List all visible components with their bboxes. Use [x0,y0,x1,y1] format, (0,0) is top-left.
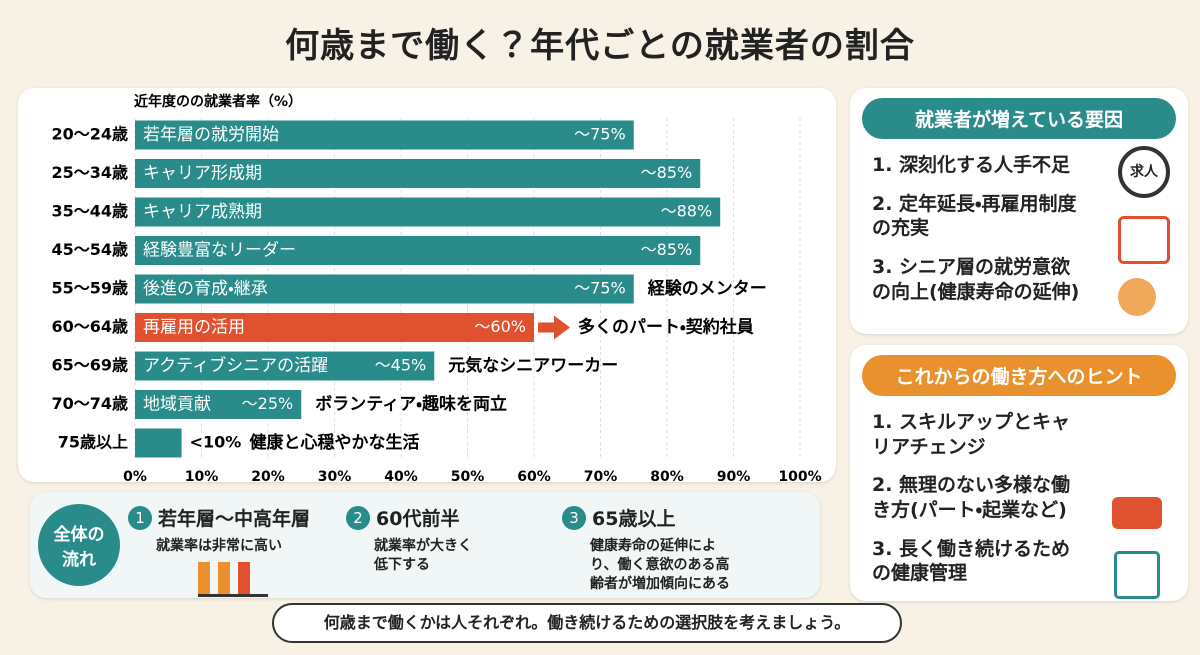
x-tick-label: 100% [778,469,821,482]
bar-label: アクティブシニアの活躍 [143,355,328,376]
factor-item: 2. 定年延長・再雇用制度の充実 [872,192,1077,240]
bar-label: キャリア形成期 [143,164,262,184]
x-tick-label: 50% [451,469,485,482]
x-tick-label: 0% [123,469,147,482]
step-title: 若年層～中高年層 [158,508,311,530]
flow-step: 3 65歳以上 健康寿命の延伸により、働く意欲のある高齢者が増加傾向にある [562,504,752,594]
bar [135,274,634,304]
value-label: ～85% [641,240,693,259]
flow-panel: 全体の 流れ 1 若年層～中高年層 就業率は非常に高い 2 60代前半 就業率が大き… [30,492,820,598]
factor-item: 3. シニア層の就労意欲の向上(健康寿命の延伸) [872,256,1080,303]
y-tick-label: 20～24歳 [51,125,128,144]
step-title: 60代前半 [376,508,460,530]
value-label: ～85% [641,163,693,182]
axis-label: 近年度のの就業者率（%） [134,93,302,110]
bar [135,428,182,458]
footer-note: 何歳まで働くかは人それぞれ。働き続けるための選択肢を考えましょう。 [272,603,902,643]
step-text: 健康寿命の延伸により、働く意欲のある高齢者が増加傾向にある [590,538,730,592]
annotation: 経験のメンター [647,278,767,299]
y-tick-label: 65～69歳 [51,356,128,375]
panel-title: これからの働き方へのヒント [862,355,1176,396]
x-tick-label: 70% [584,469,618,482]
step-number: 3 [562,505,586,530]
hints-panel: これからの働き方へのヒント 1. スキルアップとキャリアチェンジ 2. 無理のな… [850,345,1188,601]
bar-label: 地域貢献 [143,395,211,415]
value-label: ～60% [474,317,526,336]
annotation: ボランティア・趣味を両立 [315,394,507,415]
clipboard-icon [1114,551,1160,599]
value-label: <10% [190,433,242,452]
flow-step: 1 若年層～中高年層 就業率は非常に高い [128,504,328,597]
x-tick-label: 80% [650,469,684,482]
value-label: ～45% [375,356,427,375]
step-text: 就業率が大きく低下する [374,538,472,573]
y-tick-label: 75歳以上 [58,433,128,452]
bar-label: キャリア成熟期 [143,202,262,222]
step-number: 2 [346,505,370,530]
bar [135,390,302,419]
bar-label: 後進の育成・継承 [143,279,268,299]
chart-panel: 近年度のの就業者率（%） 0% 10% 20% 30% 40% 50% 60% 70% 80% 90… [18,88,836,485]
panel-title: 就業者が増えている要因 [862,98,1176,139]
bar-label: 経験豊富なリーダー [143,241,296,261]
annotation: 健康と心穏やかな生活 [249,432,420,453]
annotation: 元気なシニアワーカー [448,355,618,376]
growth-icon [198,561,268,597]
arrow [538,315,570,340]
factor-item: 1. 深刻化する人手不足 [872,154,1071,176]
calendar-icon [1118,216,1170,264]
annotation: 多くのパート・契約社員 [578,317,754,338]
value-label: ～88% [661,202,713,221]
y-tick-label: 35～44歳 [51,202,128,221]
flow-label-line: 流れ [62,550,96,570]
step-number: 1 [128,505,152,530]
senior-icon [1118,278,1156,316]
y-tick-label: 55～59歳 [51,279,128,298]
y-tick-label: 60～64歳 [51,317,128,336]
badge: 求人 [1118,146,1170,198]
page-title: 何歳まで働く？年代ごとの就業者の割合 [285,26,915,66]
bar [135,236,701,265]
step-text: 就業率は非常に高い [156,538,282,554]
y-tick-label: 25～34歳 [51,163,128,182]
step-title: 65歳以上 [592,508,676,530]
x-tick-label: 60% [517,469,551,482]
value-label: ～75% [574,125,626,144]
x-tick-label: 10% [185,469,219,482]
bar [135,159,701,188]
y-tick-label: 70～74歳 [51,394,128,413]
toolbox-icon [1112,497,1162,529]
bar [135,197,721,227]
bar-label: 若年層の就労開始 [143,125,279,145]
hint-item: 2. 無理のない多様な働き方(パート・起業など) [872,474,1071,522]
bar [135,351,435,381]
hint-item: 3. 長く働き続けるための健康管理 [872,537,1071,585]
factors-panel: 就業者が増えている要因 1. 深刻化する人手不足 2. 定年延長・再雇用制度の充… [850,88,1188,334]
x-tick-label: 30% [318,469,352,482]
hint-item: 1. スキルアップとキャリアチェンジ [872,411,1071,458]
bar-label: 再雇用の活用 [143,318,245,338]
x-tick-label: 40% [384,469,418,482]
value-label: ～75% [574,279,626,298]
value-label: ～25% [242,394,294,413]
x-tick-label: 90% [717,469,751,482]
bar [135,313,534,342]
x-tick-label: 20% [251,469,285,482]
flow-step: 2 60代前半 就業率が大きく低下する [346,504,546,575]
flow-label-line: 全体の [53,525,105,545]
bar [135,120,634,150]
y-tick-label: 45～54歳 [51,240,128,259]
chart: 近年度のの就業者率（%） 0% 10% 20% 30% 40% 50% 60% 70% 80% 90… [51,93,821,485]
flow-label: 全体の 流れ [38,504,120,586]
